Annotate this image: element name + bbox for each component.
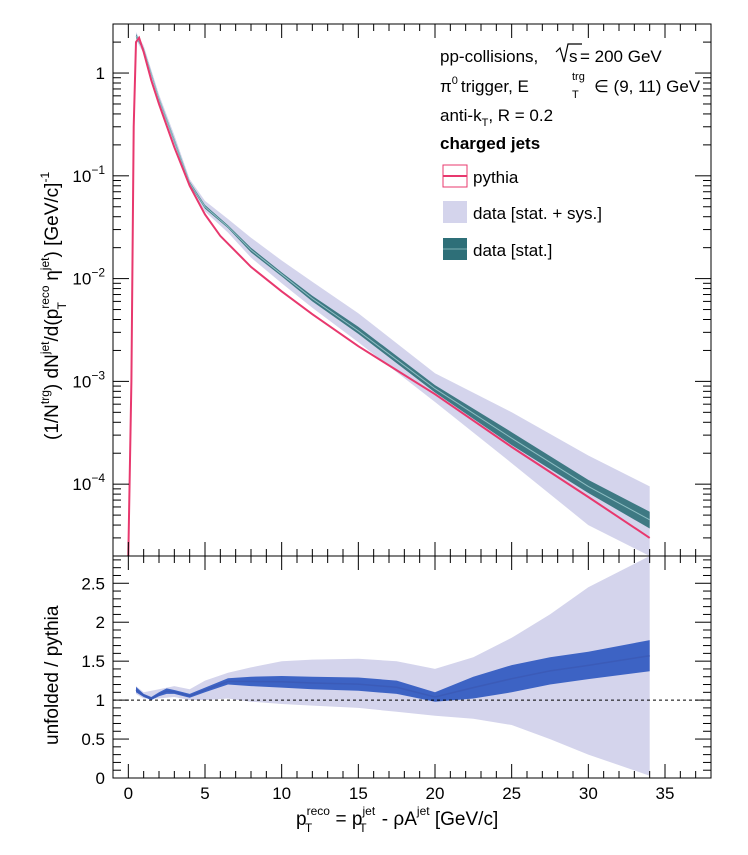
- x-axis-title: preco T = pjet T - ρAjet [GeV/c]: [296, 804, 498, 835]
- top-data-bands: [136, 32, 650, 557]
- bottom-plot-frame: [112, 555, 712, 779]
- bottom-panel: 0 0.5 1 1.5 2 2.5 0 5 10 15 20 25 30 35 unfolded / p…: [42, 555, 712, 835]
- bottom-axis-ticks: [113, 556, 711, 779]
- legend-trigger: π0 trigger, E: [440, 75, 529, 96]
- top-y-tick-label: 10−4: [72, 471, 105, 494]
- bottom-y-tick-label: 0.5: [81, 730, 105, 749]
- bottom-y-tick-label: 1.5: [81, 652, 105, 671]
- bottom-y-tick-labels: 0 0.5 1 1.5 2 2.5: [81, 574, 105, 788]
- top-sys-band: [136, 32, 650, 557]
- x-tick-label: 20: [426, 784, 445, 803]
- ratio-stat-band: [136, 640, 650, 702]
- x-tick-label: 35: [656, 784, 675, 803]
- top-axis-ticks: [113, 23, 711, 557]
- bottom-y-axis-title: unfolded / pythia: [42, 605, 63, 745]
- bottom-data-lines: [135, 654, 650, 700]
- top-y-tick-label: 10−1: [72, 163, 105, 186]
- legend-label-stat: data [stat.]: [473, 241, 552, 260]
- legend-swatch-sys: [443, 201, 467, 223]
- top-y-tick-labels: 1 10−1 10−2 10−3 10−4: [72, 64, 105, 494]
- top-panel: 1 10−1 10−2 10−3 10−4 (1/Ntrg) dNjet/d(preco…: [38, 23, 712, 557]
- x-tick-labels: 0 5 10 15 20 25 30 35: [124, 784, 675, 803]
- bottom-y-tick-label: 2.5: [81, 574, 105, 593]
- legend-entry-stat: data [stat.]: [443, 238, 552, 260]
- x-tick-label: 25: [502, 784, 521, 803]
- legend-sqrt-s-value: = 200 GeV: [580, 47, 662, 66]
- x-tick-label: 5: [200, 784, 209, 803]
- sqrt-symbol: s = 200 GeV: [555, 43, 662, 66]
- legend-label-pythia: pythia: [473, 168, 519, 187]
- bottom-y-tick-label: 1: [96, 691, 105, 710]
- x-tick-label: 15: [349, 784, 368, 803]
- top-y-tick-label: 1: [96, 64, 105, 83]
- legend-sqrt-s: s: [569, 47, 578, 66]
- pythia-line: [127, 35, 651, 557]
- legend-trigger-sub: T: [572, 89, 579, 101]
- ratio-line: [135, 654, 650, 700]
- legend-label-sys: data [stat. + sys.]: [473, 204, 602, 223]
- top-data-line: [135, 35, 650, 521]
- ratio-sys-band: [136, 556, 650, 776]
- legend-charged-jets: charged jets: [440, 134, 540, 153]
- bottom-y-tick-label: 2: [96, 613, 105, 632]
- x-tick-label: 10: [272, 784, 291, 803]
- legend: pp-collisions, s = 200 GeV π0 trigger, E …: [440, 43, 701, 260]
- legend-trigger-sup: trg: [572, 71, 585, 83]
- top-y-axis-title: (1/Ntrg) dNjet/d(preco T ηjet) [GeV/c]-1: [38, 172, 69, 440]
- top-y-tick-label: 10−2: [72, 266, 105, 289]
- top-data-lines: [127, 35, 651, 557]
- bottom-data-bands: [136, 556, 650, 776]
- bottom-y-tick-label: 0: [96, 769, 105, 788]
- top-y-tick-label: 10−3: [72, 368, 105, 391]
- legend-trigger-range: ∈ (9, 11) GeV: [594, 77, 701, 96]
- legend-entry-sys: data [stat. + sys.]: [443, 201, 602, 223]
- legend-algorithm: anti-kT, R = 0.2: [440, 106, 553, 129]
- x-tick-label: 0: [124, 784, 133, 803]
- legend-collisions: pp-collisions,: [440, 47, 538, 66]
- legend-entry-pythia: pythia: [442, 164, 519, 188]
- x-tick-label: 30: [579, 784, 598, 803]
